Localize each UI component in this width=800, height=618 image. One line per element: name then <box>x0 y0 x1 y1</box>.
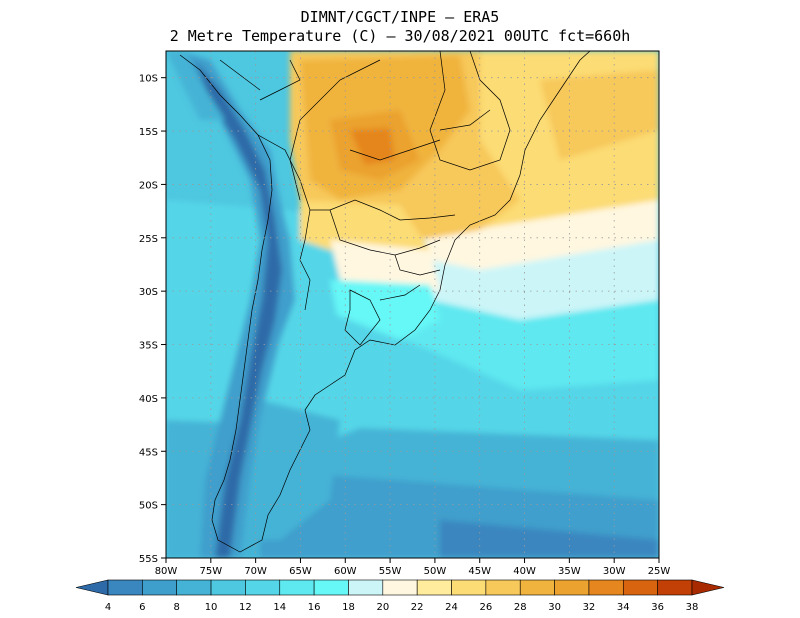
coastlines <box>179 51 591 553</box>
lat-tick-label: 45S <box>139 447 158 458</box>
colorbar-label: 30 <box>548 602 561 613</box>
map-frame <box>165 50 660 559</box>
lon-tick-label: 75W <box>200 566 223 577</box>
colorbar-label: 36 <box>651 602 664 613</box>
colorbar-box <box>416 579 452 596</box>
lat-tick-label: 20S <box>139 180 158 191</box>
colorbar-box <box>107 579 143 596</box>
lat-tick-label: 25S <box>139 234 158 245</box>
lon-tick-label: 55W <box>379 566 402 577</box>
colorbar-label: 26 <box>480 602 493 613</box>
colorbar-box <box>657 579 693 596</box>
lat-tick-label: 55S <box>139 554 158 565</box>
colorbar-label: 32 <box>583 602 596 613</box>
colorbar-box <box>588 579 624 596</box>
colorbar-box <box>554 579 590 596</box>
colorbar-label: 16 <box>308 602 321 613</box>
colorbar-box <box>142 579 178 596</box>
colorbar-label: 12 <box>239 602 252 613</box>
lat-tick-label: 40S <box>139 394 158 405</box>
lon-tick-label: 25W <box>648 566 671 577</box>
colorbar-label: 10 <box>205 602 218 613</box>
colorbar-arrow-high <box>691 579 725 596</box>
lon-tick-label: 60W <box>334 566 357 577</box>
map-title: DIMNT/CGCT/INPE – ERA5 <box>300 8 500 26</box>
lat-tick-label: 30S <box>139 287 158 298</box>
lon-tick-label: 50W <box>424 566 447 577</box>
colorbar-box <box>279 579 315 596</box>
lon-tick-label: 40W <box>513 566 536 577</box>
map-subtitle: 2 Metre Temperature (C) – 30/08/2021 00U… <box>169 27 631 45</box>
colorbar-box <box>245 579 281 596</box>
lon-tick-label: 80W <box>155 566 178 577</box>
latitude-labels: 10S 15S 20S 25S 30S 35S 40S 45S 50S 55S <box>139 74 166 565</box>
colorbar-label: 4 <box>105 602 111 613</box>
lon-tick-label: 30W <box>603 566 626 577</box>
colorbar-box <box>176 579 212 596</box>
colorbar-label: 20 <box>376 602 389 613</box>
colorbar: 4 6 8 10 12 14 16 18 20 22 24 26 28 30 32 34 36 38 <box>75 579 725 613</box>
colorbar-box <box>382 579 418 596</box>
colorbar-label: 28 <box>514 602 527 613</box>
lat-tick-label: 10S <box>139 74 158 85</box>
lat-tick-label: 15S <box>139 127 158 138</box>
lat-tick-label: 50S <box>139 501 158 512</box>
colorbar-box <box>210 579 246 596</box>
colorbar-label: 38 <box>686 602 699 613</box>
lon-tick-label: 45W <box>468 566 491 577</box>
colorbar-label: 18 <box>342 602 355 613</box>
lon-tick-label: 70W <box>244 566 267 577</box>
colorbar-label: 14 <box>273 602 286 613</box>
colorbar-box <box>519 579 555 596</box>
temperature-field <box>166 51 659 558</box>
colorbar-label: 34 <box>617 602 630 613</box>
colorbar-arrow-low <box>75 579 109 596</box>
colorbar-box <box>485 579 521 596</box>
lon-tick-label: 35W <box>558 566 581 577</box>
colorbar-label: 24 <box>445 602 458 613</box>
colorbar-box <box>348 579 384 596</box>
colorbar-box <box>622 579 658 596</box>
lat-tick-label: 35S <box>139 341 158 352</box>
colorbar-label: 8 <box>174 602 180 613</box>
lon-tick-label: 65W <box>289 566 312 577</box>
colorbar-label: 6 <box>139 602 145 613</box>
longitude-labels: 80W 75W 70W 65W 60W 55W 50W 45W 40W 35W 30W 25W <box>155 558 671 577</box>
colorbar-box <box>313 579 349 596</box>
colorbar-label: 22 <box>411 602 424 613</box>
colorbar-box <box>451 579 487 596</box>
